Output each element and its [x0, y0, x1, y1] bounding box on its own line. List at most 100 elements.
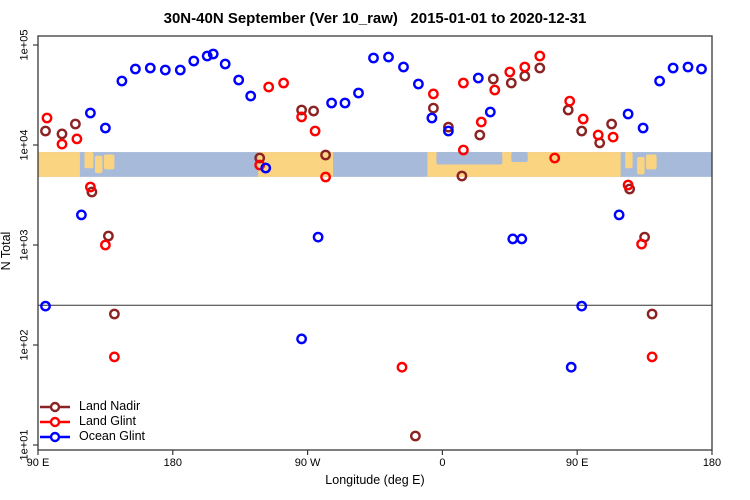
data-point [85, 107, 96, 119]
x-tick-label: 90 W [295, 457, 321, 469]
data-point [489, 84, 501, 96]
data-point [607, 131, 619, 143]
x-tick-label: 0 [439, 457, 445, 469]
data-point [188, 55, 200, 67]
data-point [472, 72, 484, 84]
data-point [565, 361, 577, 373]
data-point [254, 152, 266, 164]
data-point [144, 62, 156, 74]
legend-label: Land Glint [79, 414, 136, 428]
data-point [76, 209, 87, 221]
data-point [219, 58, 231, 70]
data-point [622, 108, 634, 120]
data-point [576, 300, 588, 312]
y-tick-label: 1e+04 [19, 130, 31, 161]
data-point [116, 75, 128, 87]
data-point [339, 97, 351, 109]
data-point [504, 66, 516, 78]
data-point [56, 128, 68, 140]
data-point [564, 95, 576, 107]
x-tick-label: 180 [164, 457, 182, 469]
data-point [296, 111, 307, 123]
island-segment [94, 155, 103, 174]
chart-title: 30N-40N September (Ver 10_raw) 2015-01-0… [163, 10, 587, 27]
legend-item-land-glint: Land Glint [40, 414, 145, 429]
y-tick-label: 1e+02 [19, 330, 31, 361]
data-point [263, 81, 275, 93]
sea-segment [511, 152, 528, 162]
data-point [456, 170, 468, 182]
x-tick-label: 90 E [27, 457, 50, 469]
data-point [475, 116, 487, 128]
data-point [174, 64, 186, 76]
data-point [534, 62, 546, 74]
data-point [103, 230, 114, 242]
data-point [696, 63, 707, 75]
data-point [207, 48, 219, 60]
data-point [312, 231, 324, 243]
data-point [474, 129, 486, 141]
data-point [412, 78, 424, 90]
data-point [398, 61, 409, 73]
data-point [426, 112, 438, 124]
data-point [100, 122, 111, 134]
data-point [577, 113, 589, 125]
data-point [457, 144, 469, 156]
series-land-nadir [40, 62, 658, 442]
y-tick-label: 1e+01 [19, 430, 31, 461]
y-axis: 1e+05 1e+04 1e+03 1e+02 1e+01 [19, 30, 38, 461]
data-point [487, 73, 499, 85]
data-point [308, 105, 319, 117]
data-point [576, 125, 588, 137]
data-point [516, 233, 528, 245]
data-point [296, 333, 307, 345]
series-land-glint [41, 50, 658, 373]
data-point [233, 74, 245, 86]
legend-label: Ocean Glint [79, 429, 146, 443]
data-point [457, 77, 469, 89]
data-point [296, 104, 307, 116]
data-point [56, 138, 68, 150]
legend-item-land-nadir: Land Nadir [40, 399, 145, 414]
data-point [396, 361, 408, 373]
legend: Land Nadir Land Glint Ocean Glint [40, 399, 145, 444]
data-point [41, 112, 53, 124]
plot-box [37, 35, 713, 451]
data-point [326, 97, 337, 109]
data-point [646, 351, 658, 363]
data-point [109, 308, 120, 320]
island-segment [84, 152, 94, 169]
data-point [562, 104, 574, 116]
data-point [549, 152, 561, 164]
data-point [534, 50, 546, 62]
map-strip [38, 152, 712, 177]
data-point [159, 64, 171, 76]
data-point [86, 186, 98, 198]
sea-segment [436, 152, 503, 165]
data-point [636, 238, 647, 250]
island-segment [646, 154, 657, 170]
data-point [383, 51, 394, 63]
data-point [353, 87, 364, 99]
data-point [519, 61, 531, 73]
ocean-glint-marker-icon [40, 431, 70, 442]
data-point [592, 129, 604, 141]
data-point [70, 118, 81, 130]
y-tick-label: 1e+03 [19, 230, 31, 261]
data-point [201, 50, 213, 62]
data-point [100, 239, 111, 251]
data-point [646, 308, 658, 320]
data-point [409, 430, 421, 442]
data-point [427, 102, 439, 114]
data-point [606, 118, 617, 130]
data-point [442, 125, 454, 137]
data-point [309, 125, 321, 137]
data-point [505, 77, 517, 89]
data-point [129, 63, 141, 75]
data-point [109, 351, 120, 363]
island-segment [625, 152, 633, 169]
data-point [40, 300, 51, 312]
x-tick-label: 90 E [566, 457, 589, 469]
